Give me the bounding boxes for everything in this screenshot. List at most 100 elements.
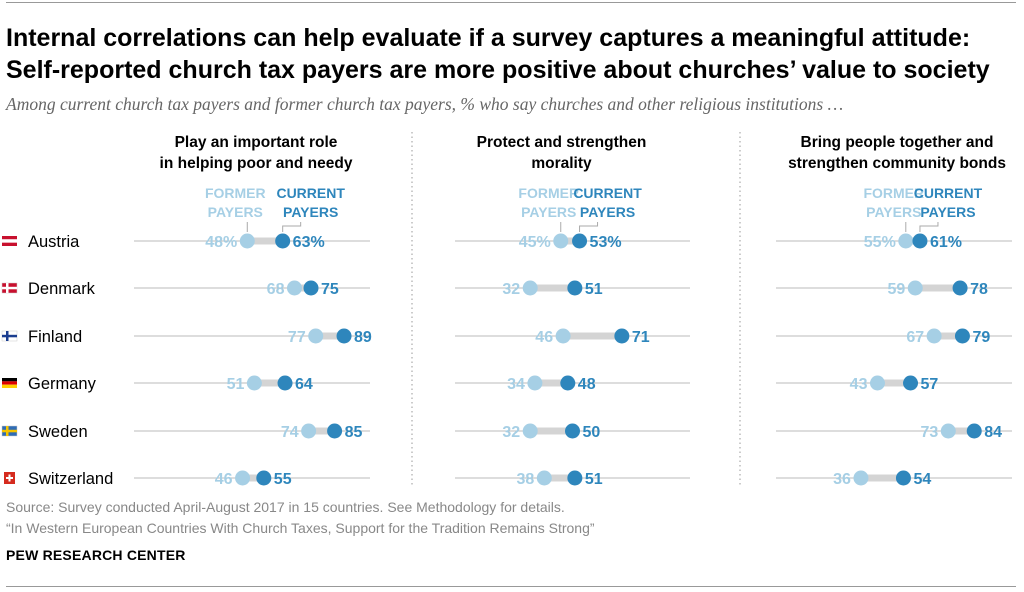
current-leader-line — [919, 222, 939, 232]
current-value-label: 63% — [293, 234, 325, 251]
former-dot — [246, 375, 262, 391]
flag-austria-stripe — [2, 236, 17, 240]
pew-credit: PEW RESEARCH CENTER — [6, 547, 186, 563]
former-value-label: 67 — [906, 329, 924, 346]
current-payers-header: PAYERS — [283, 204, 338, 220]
current-dot — [954, 328, 970, 344]
current-payers-header: CURRENT — [914, 185, 983, 201]
current-dot — [303, 280, 319, 296]
former-value-label: 43 — [850, 376, 868, 393]
former-value-label: 46 — [535, 329, 553, 346]
current-leader-line — [579, 222, 599, 232]
current-dot — [912, 233, 928, 249]
source-line-1: Source: Survey conducted April-August 20… — [6, 499, 565, 515]
former-value-label: 73 — [920, 424, 938, 441]
current-value-label: 55 — [274, 471, 292, 488]
current-value-label: 48 — [578, 376, 596, 393]
current-dot — [336, 328, 352, 344]
current-payers-header: CURRENT — [573, 185, 642, 201]
current-payers-header: PAYERS — [580, 204, 635, 220]
current-dot — [614, 328, 630, 344]
former-payers-header: FORMER — [205, 185, 266, 201]
former-dot — [940, 423, 956, 439]
bottom-rule — [6, 586, 1016, 587]
flag-germany-stripe — [2, 381, 17, 385]
current-value-label: 64 — [295, 376, 313, 393]
former-dot — [555, 328, 571, 344]
country-label-switzerland: Switzerland — [28, 470, 113, 488]
panel-3-title-line-2: strengthen community bonds — [788, 155, 1006, 172]
current-value-label: 84 — [984, 424, 1002, 441]
former-value-label: 48% — [205, 234, 237, 251]
former-value-label: 38 — [517, 471, 535, 488]
current-dot — [572, 233, 588, 249]
current-value-label: 75 — [321, 281, 339, 298]
flag-denmark-cross-h — [2, 286, 17, 290]
current-dot — [903, 375, 919, 391]
former-dot — [522, 423, 538, 439]
former-dot — [527, 375, 543, 391]
former-value-label: 46 — [215, 471, 233, 488]
former-dot — [907, 280, 923, 296]
former-dot — [239, 233, 255, 249]
source-line-2: “In Western European Countries With Chur… — [6, 520, 595, 536]
current-dot — [567, 470, 583, 486]
former-dot — [853, 470, 869, 486]
current-dot — [256, 470, 272, 486]
current-dot — [567, 280, 583, 296]
country-label-finland: Finland — [28, 328, 82, 346]
panel-2-title-line-1: Protect and strengthen — [477, 134, 647, 151]
flag-finland-cross-h — [2, 334, 17, 338]
former-dot — [235, 470, 251, 486]
former-value-label: 34 — [507, 376, 525, 393]
top-rule — [6, 2, 1016, 3]
former-payers-header: PAYERS — [208, 204, 263, 220]
former-value-label: 68 — [267, 281, 285, 298]
former-value-label: 55% — [864, 234, 896, 251]
country-label-sweden: Sweden — [28, 423, 88, 441]
former-value-label: 32 — [502, 424, 520, 441]
former-dot — [869, 375, 885, 391]
former-value-label: 32 — [502, 281, 520, 298]
former-dot — [926, 328, 942, 344]
current-dot — [327, 423, 343, 439]
current-dot — [277, 375, 293, 391]
flag-germany-stripe — [2, 384, 17, 388]
former-value-label: 51 — [227, 376, 245, 393]
former-dot — [522, 280, 538, 296]
former-value-label: 74 — [281, 424, 299, 441]
country-label-germany: Germany — [28, 375, 97, 393]
current-dot — [952, 280, 968, 296]
former-payers-header: FORMER — [518, 185, 579, 201]
chart-title: Internal correlations can help evaluate … — [6, 24, 990, 84]
current-value-label: 51 — [585, 281, 603, 298]
former-dot — [898, 233, 914, 249]
panel-2-title-line-2: morality — [531, 155, 592, 172]
current-value-label: 54 — [913, 471, 931, 488]
current-value-label: 85 — [345, 424, 363, 441]
current-value-label: 89 — [354, 329, 372, 346]
current-dot — [565, 423, 580, 439]
flag-austria-stripe — [2, 242, 17, 246]
current-value-label: 57 — [921, 376, 939, 393]
current-value-label: 53% — [590, 234, 622, 251]
panel-1-title-line-1: Play an important role — [175, 134, 338, 151]
former-dot — [308, 328, 324, 344]
former-payers-header: PAYERS — [521, 204, 576, 220]
panel-3-title-line-1: Bring people together and — [801, 134, 994, 151]
flag-germany-stripe — [2, 378, 17, 382]
former-value-label: 45% — [519, 234, 551, 251]
current-dot — [560, 375, 576, 391]
country-label-austria: Austria — [28, 233, 80, 251]
current-value-label: 61% — [930, 234, 962, 251]
former-value-label: 77 — [288, 329, 306, 346]
panel-1-title-line-2: in helping poor and needy — [160, 155, 353, 172]
current-value-label: 78 — [970, 281, 988, 298]
current-payers-header: CURRENT — [276, 185, 345, 201]
current-value-label: 79 — [972, 329, 990, 346]
former-dot — [301, 423, 317, 439]
flag-austria-stripe — [2, 239, 17, 243]
current-value-label: 51 — [585, 471, 603, 488]
current-dot — [966, 423, 982, 439]
